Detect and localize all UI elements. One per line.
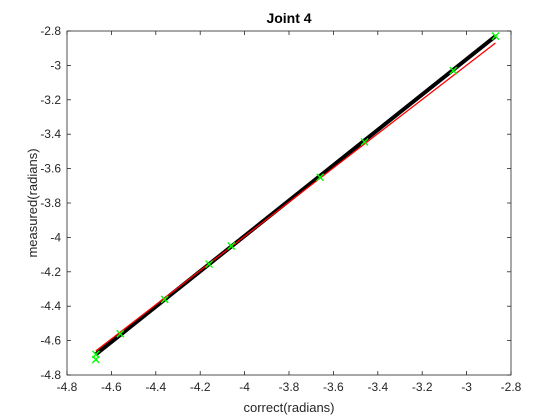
- y-tick-label: -3.4: [40, 127, 61, 141]
- y-tick-label: -4.2: [40, 265, 61, 279]
- x-tick-label: -4: [239, 380, 250, 394]
- marker-point: [316, 173, 325, 182]
- x-tick-label: -4.6: [101, 380, 122, 394]
- y-tick-label: -3.2: [40, 93, 61, 107]
- y-tick-label: -4.4: [40, 299, 61, 313]
- marker-point: [91, 355, 100, 364]
- x-tick-label: -4.8: [57, 380, 78, 394]
- y-tick-label: -2.8: [40, 24, 61, 38]
- marker-point: [160, 295, 169, 304]
- marker-point: [205, 260, 214, 269]
- marker-point: [491, 32, 500, 41]
- x-tick-label: -3.8: [279, 380, 300, 394]
- x-tick-label: -4.2: [190, 380, 211, 394]
- x-tick-label: -3.6: [323, 380, 344, 394]
- x-tick-label: -2.8: [501, 380, 522, 394]
- x-axis-label: correct(radians): [243, 400, 334, 415]
- marker-point: [227, 242, 236, 250]
- x-tick-label: -3.4: [367, 380, 388, 394]
- marker-point: [449, 66, 458, 75]
- chart-title: Joint 4: [266, 10, 311, 26]
- series-line-red: [95, 42, 496, 352]
- marker-point: [360, 137, 369, 146]
- y-tick-label: -3: [50, 58, 61, 72]
- marker-point: [116, 329, 125, 338]
- y-axis-label: measured(radians): [25, 148, 40, 257]
- x-ticks: -4.8 -4.6 -4.4 -4.2 -4 -3.8 -3.6 -3.4 -3.2 -3 -2.8: [57, 31, 522, 394]
- y-ticks: -4.8 -4.6 -4.4 -4.2 -4 -3.8 -3.6 -3.4 -3.2 -3 -2.8: [40, 24, 511, 382]
- y-tick-label: -4: [50, 230, 61, 244]
- y-tick-label: -4.8: [40, 368, 61, 382]
- x-tick-label: -3: [461, 380, 472, 394]
- y-tick-label: -3.8: [40, 196, 61, 210]
- x-tick-label: -4.4: [145, 380, 166, 394]
- y-tick-label: -4.6: [40, 334, 61, 348]
- y-tick-label: -3.6: [40, 162, 61, 176]
- x-tick-label: -3.2: [412, 380, 433, 394]
- series-layer: [91, 32, 500, 364]
